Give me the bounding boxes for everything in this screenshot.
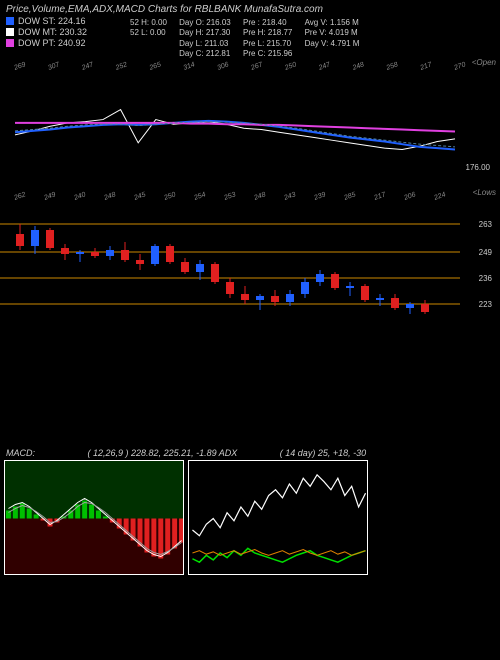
macd-info2: ( 14 day) 25, +18, -30 (280, 448, 366, 458)
price-line-svg: 2693072472522653143062672502472482582172… (0, 58, 500, 188)
macd-info1: ( 12,26,9 ) 228.82, 225.21, -1.89 ADX (88, 448, 238, 458)
legend-pt-label: DOW PT: 240.92 (18, 38, 86, 48)
macd-histogram (4, 460, 184, 575)
stats-col-4: Avg V: 1.156 MPre V: 4.019 MDay V: 4.791… (305, 18, 360, 49)
candle-svg: 2622492402482452502542532482432392852172… (0, 188, 500, 338)
stats-col-1: 52 H: 0.0052 L: 0.00 (130, 18, 167, 39)
top-right-label: <Open (472, 58, 496, 67)
legend-pt-swatch (6, 39, 14, 47)
svg-text:223: 223 (479, 300, 493, 309)
adx-plot (188, 460, 368, 575)
stats-col-3: Pre : 218.40Pre H: 218.77Pre L: 215.70Pr… (243, 18, 292, 60)
svg-text:249: 249 (479, 248, 493, 257)
legend-st-swatch (6, 17, 14, 25)
stats-col-2: Day O: 216.03Day H: 217.30Day L: 211.03D… (179, 18, 231, 60)
macd-row (0, 460, 500, 575)
legend-mt-swatch (6, 28, 14, 36)
svg-text:236: 236 (479, 274, 493, 283)
stats-block: 52 H: 0.0052 L: 0.00 Day O: 216.03Day H:… (130, 18, 369, 60)
spacer (0, 338, 500, 448)
macd-label: MACD: (6, 448, 35, 458)
macd-header: MACD: ( 12,26,9 ) 228.82, 225.21, -1.89 … (0, 448, 500, 460)
legend-mt-label: DOW MT: 230.32 (18, 27, 87, 37)
svg-text:176.00: 176.00 (466, 163, 491, 172)
candle-panel: 2622492402482452502542532482432392852172… (0, 188, 500, 338)
chart-title: Price,Volume,EMA,ADX,MACD Charts for RBL… (6, 4, 494, 15)
candle-right-label: <Lows (473, 188, 496, 197)
svg-text:263: 263 (479, 220, 493, 229)
price-line-panel: 2693072472522653143062672502472482582172… (0, 58, 500, 188)
legend-st-label: DOW ST: 224.16 (18, 16, 86, 26)
